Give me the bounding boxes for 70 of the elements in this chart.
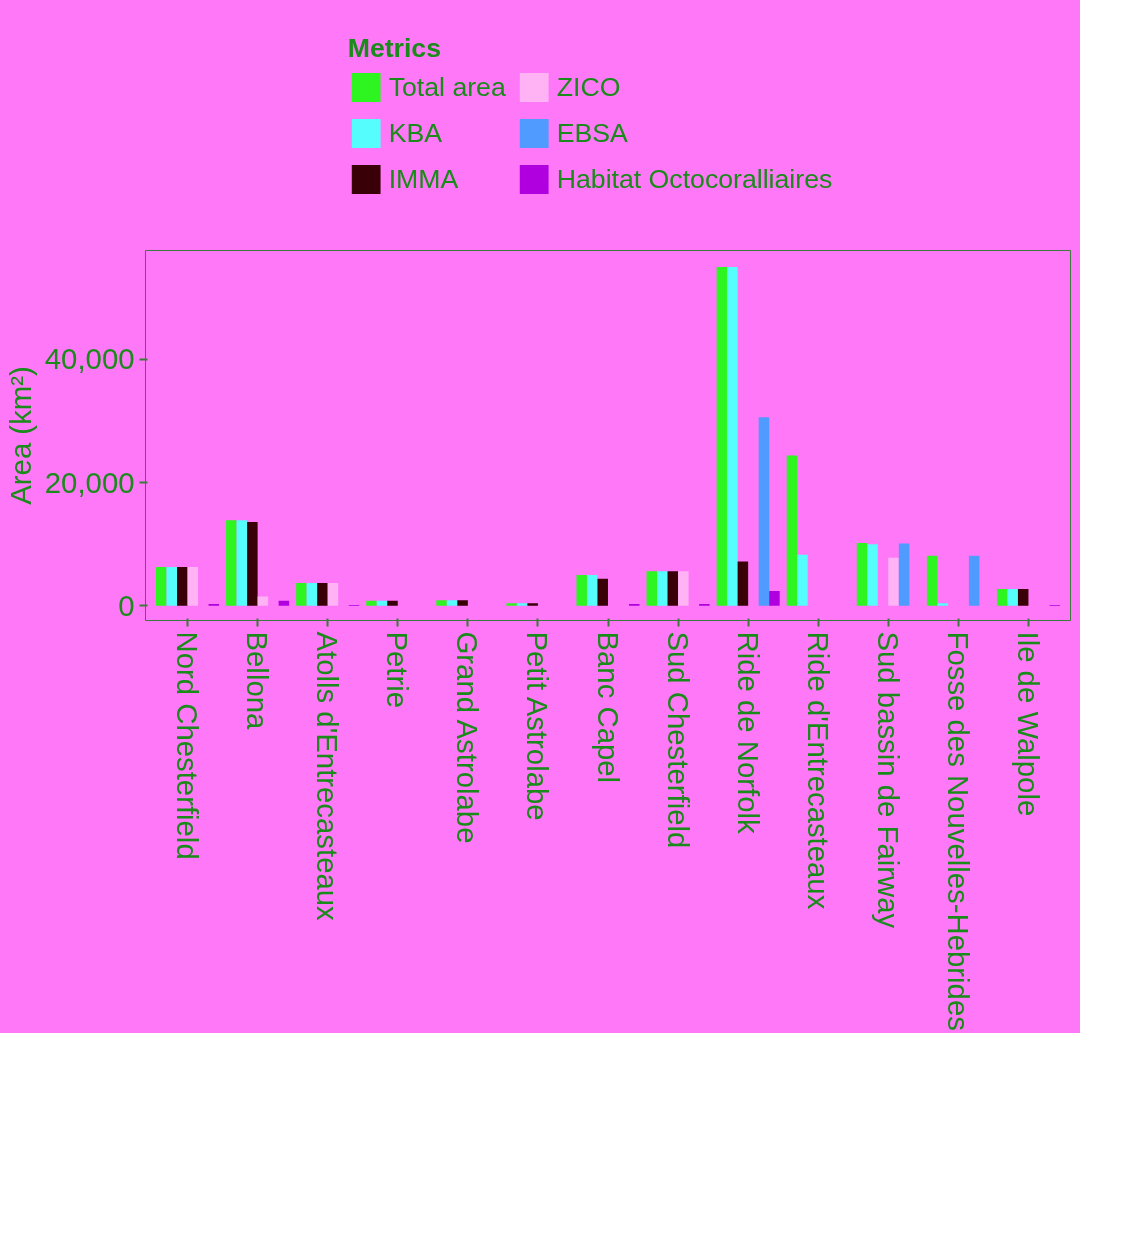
bar (257, 596, 269, 606)
legend-title: Metrics (347, 33, 442, 64)
bar (1017, 589, 1029, 606)
bar (236, 520, 248, 606)
bar (247, 522, 258, 606)
x-tick-label: Fosse des Nouvelles-Hebrides (941, 631, 975, 1031)
bar (769, 590, 780, 606)
bar (278, 600, 290, 606)
bar (646, 571, 658, 606)
x-tick-label: Banc Capel (591, 631, 625, 784)
bar (166, 566, 178, 606)
bar (306, 582, 318, 606)
legend-label: KBA (388, 116, 443, 150)
bar (657, 571, 668, 606)
legend-label: IMMA (388, 162, 459, 196)
bar (446, 600, 458, 606)
bar (586, 574, 598, 606)
legend-label: Habitat Octocoralliaires (556, 162, 833, 196)
legend-label: ZICO (556, 70, 621, 104)
bar (516, 603, 528, 606)
bar (786, 455, 798, 606)
bar (156, 566, 167, 606)
bar (436, 600, 447, 606)
bar (296, 582, 307, 606)
bar (667, 571, 679, 606)
bar (867, 544, 878, 606)
y-tick-label: 40,000 (44, 342, 135, 376)
bar (317, 582, 328, 606)
bar (576, 574, 587, 606)
x-tick-label: Sud Chesterfield (661, 631, 695, 849)
bar (898, 543, 910, 606)
y-tick-label: 20,000 (44, 465, 135, 499)
y-tick-label: 0 (118, 588, 135, 622)
bar (387, 600, 398, 606)
bar (597, 578, 608, 606)
legend-label: EBSA (556, 116, 628, 150)
bar (968, 555, 980, 606)
x-tick-label: Ile de Walpole (1011, 631, 1045, 817)
bar (727, 267, 738, 606)
bar (716, 267, 728, 606)
x-tick-label: Petrie (381, 631, 415, 709)
bar (187, 566, 199, 606)
bar (678, 571, 689, 606)
bar (506, 603, 517, 606)
bar (996, 589, 1008, 606)
x-tick-label: Grand Astrolabe (451, 631, 485, 844)
x-tick-label: Bellona (241, 631, 275, 731)
bar (177, 566, 188, 606)
y-axis-title: Area (km²) (3, 366, 37, 505)
bar (937, 603, 948, 606)
bar (457, 600, 468, 606)
bar (366, 600, 377, 606)
bar (888, 557, 899, 606)
bar (376, 600, 388, 606)
bar (226, 520, 237, 606)
bar (327, 582, 339, 606)
bar (1007, 589, 1018, 606)
x-tick-label: Nord Chesterfield (171, 631, 205, 860)
bar (797, 554, 808, 606)
x-tick-label: Petit Astrolabe (521, 631, 555, 821)
bar (737, 561, 749, 606)
bar (527, 603, 538, 606)
x-tick-label: Ride de Norfolk (731, 631, 765, 834)
bar (926, 555, 938, 606)
x-tick-label: Sud bassin de Fairway (871, 631, 905, 929)
bar (856, 542, 868, 606)
bar (758, 417, 770, 606)
x-tick-label: Ride d'Entrecasteaux (801, 631, 835, 910)
x-tick-label: Atolls d'Entrecasteaux (311, 631, 345, 922)
legend-label: Total area (388, 70, 506, 104)
